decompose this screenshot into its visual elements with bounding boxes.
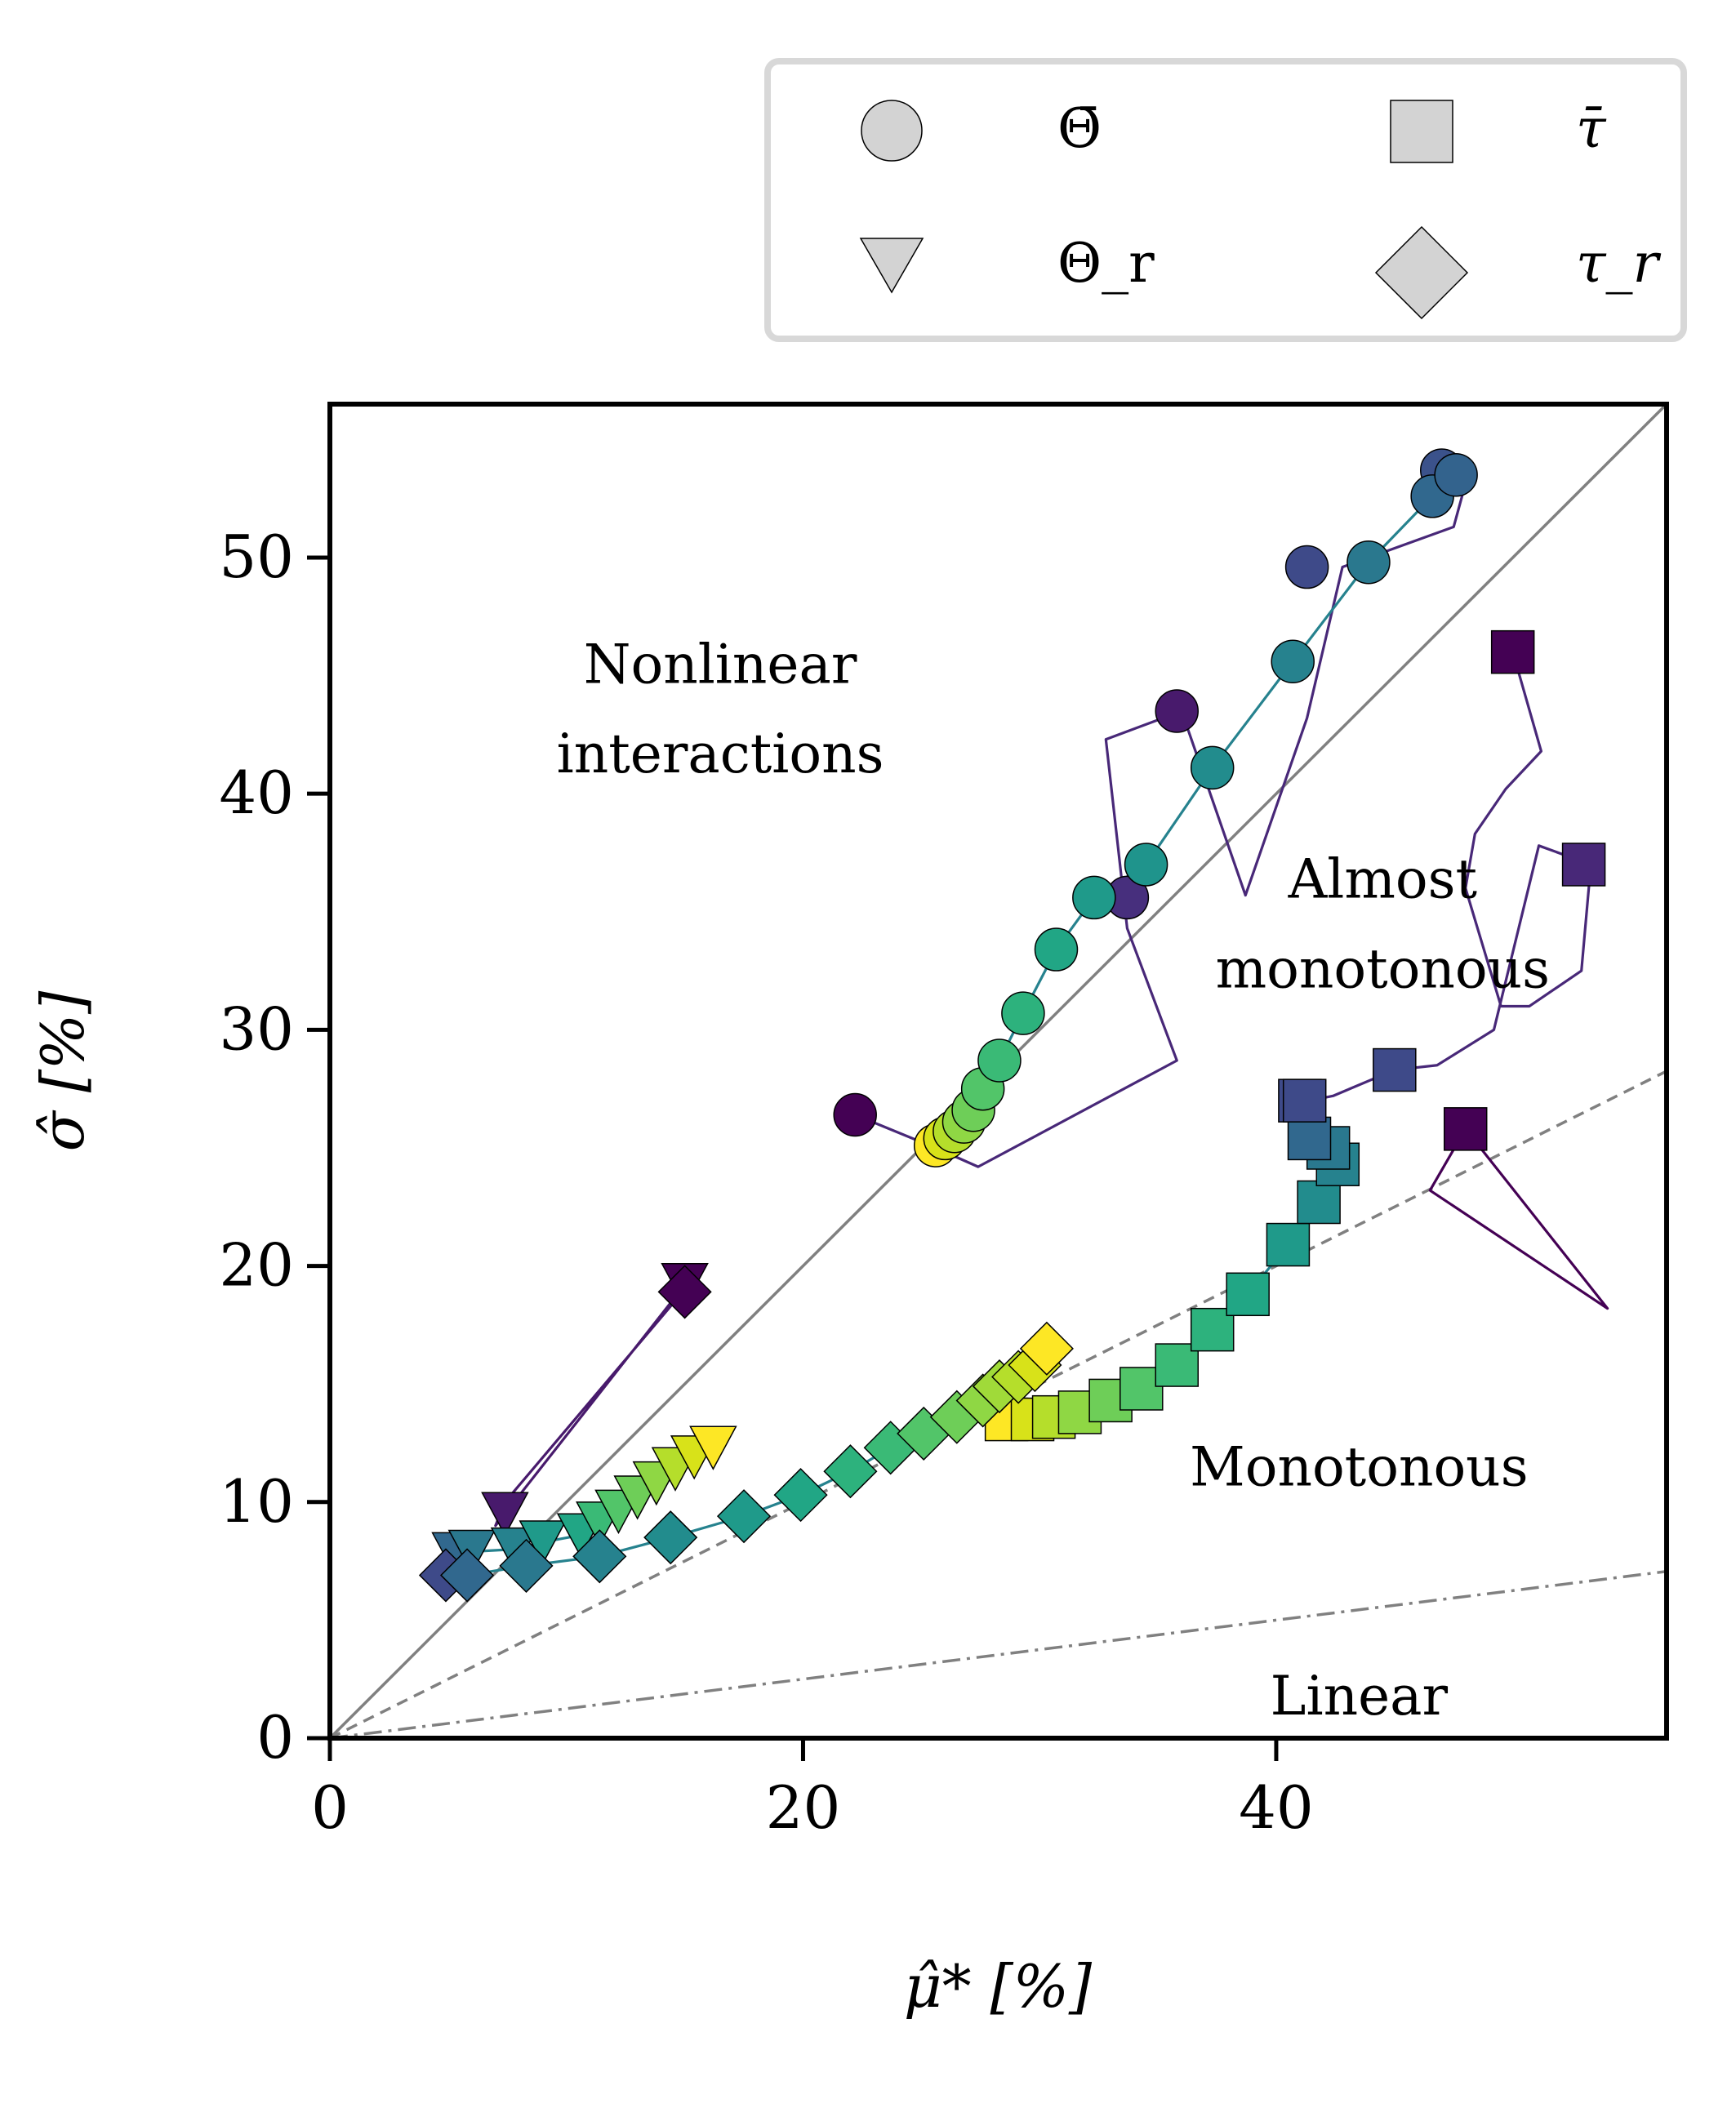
- data-point-diamond: [716, 1489, 772, 1544]
- x-axis: 0 20 40: [311, 1738, 1314, 1842]
- series-line: [1428, 1127, 1609, 1310]
- data-point-diamond: [572, 1529, 627, 1584]
- x-tick-label: 0: [311, 1773, 349, 1842]
- data-point-square: [1297, 1180, 1341, 1225]
- plot-area: Nonlinear interactions Almost monotonous…: [327, 402, 1669, 1741]
- data-point-triangle-down: [447, 1529, 496, 1575]
- y-axis-label: σ̂ [%]: [29, 990, 97, 1152]
- y-tick-label: 0: [256, 1703, 294, 1772]
- x-tick-label: 40: [1239, 1773, 1314, 1842]
- legend-marker-diamond: [1374, 225, 1469, 320]
- plot-frame: [327, 402, 1669, 1741]
- y-tick-label: 30: [219, 994, 294, 1063]
- data-point-diamond: [823, 1444, 878, 1499]
- y-tick-label: 40: [219, 758, 294, 827]
- data-point-diamond: [773, 1468, 828, 1523]
- legend-marker-square: [1390, 100, 1453, 163]
- x-axis-label: μ̂* [%]: [904, 1952, 1093, 2021]
- data-point-square: [1490, 629, 1535, 674]
- data-point-triangle-down: [481, 1492, 529, 1537]
- data-point-square: [1561, 843, 1606, 887]
- data-point-square: [1226, 1272, 1270, 1317]
- annotation-almost-2: monotonous: [1216, 937, 1550, 1000]
- data-point-diamond: [643, 1510, 698, 1565]
- legend-label-theta-r: Θ_r: [1057, 232, 1155, 295]
- data-point-circle: [977, 1038, 1022, 1083]
- annotation-monotonous: Monotonous: [1190, 1436, 1528, 1499]
- data-point-diamond: [499, 1538, 554, 1593]
- data-point-diamond: [657, 1265, 712, 1319]
- data-point-square: [1282, 1078, 1327, 1123]
- data-point-triangle-down: [519, 1520, 568, 1565]
- data-point-circle: [1271, 639, 1315, 683]
- data-point-circle: [1284, 545, 1329, 589]
- annotation-nonlinear-1: Nonlinear: [584, 633, 857, 696]
- data-point-square: [1287, 1116, 1332, 1161]
- legend-label-tau-r: τ_r: [1576, 232, 1662, 295]
- data-point-circle: [1190, 745, 1235, 790]
- data-point-circle: [1347, 540, 1391, 585]
- y-axis: 0 10 20 30 40 50: [219, 523, 330, 1772]
- data-point-circle: [833, 1092, 877, 1137]
- legend-marker-circle: [861, 100, 923, 162]
- legend: Θ̄ τ̄ Θ_r τ_r: [764, 58, 1687, 342]
- data-point-circle: [1155, 689, 1199, 733]
- data-point-circle: [1001, 991, 1045, 1035]
- legend-label-tau-bar: τ̄: [1576, 97, 1607, 160]
- data-point-diamond: [439, 1548, 495, 1603]
- series-markers: [418, 448, 1606, 1603]
- y-tick-label: 20: [219, 1231, 294, 1300]
- monotonous-boundary-line: [330, 1070, 1667, 1738]
- annotation-almost-1: Almost: [1288, 847, 1477, 910]
- data-point-square: [1266, 1222, 1311, 1267]
- data-point-circle: [1072, 875, 1116, 920]
- annotation-linear: Linear: [1271, 1665, 1449, 1728]
- y-tick-label: 10: [219, 1467, 294, 1536]
- data-point-square: [1443, 1107, 1488, 1151]
- y-tick-label: 50: [219, 523, 294, 591]
- legend-label-theta-bar: Θ̄: [1057, 97, 1102, 160]
- data-point-circle: [1434, 453, 1478, 497]
- annotations: Nonlinear interactions Almost monotonous…: [557, 633, 1550, 1728]
- data-point-triangle-down: [689, 1425, 737, 1470]
- data-point-square: [1373, 1047, 1417, 1092]
- data-point-diamond: [1019, 1321, 1074, 1376]
- linear-boundary-line: [330, 1570, 1667, 1738]
- legend-marker-triangle-down: [859, 238, 924, 294]
- data-point-circle: [1124, 843, 1168, 887]
- data-point-circle: [1034, 927, 1079, 972]
- x-tick-label: 20: [766, 1773, 841, 1842]
- annotation-nonlinear-2: interactions: [557, 723, 884, 785]
